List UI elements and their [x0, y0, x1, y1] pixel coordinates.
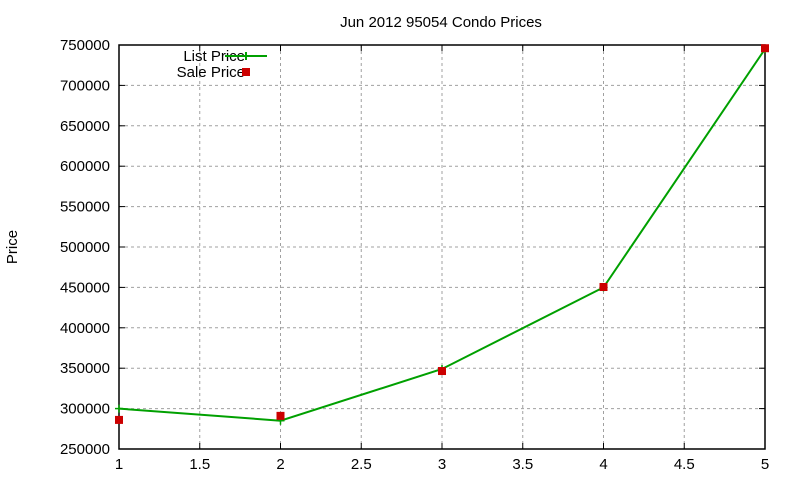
sale-price-marker-icon: [115, 415, 123, 424]
y-tick-label: 250000: [60, 441, 110, 458]
sale-price-marker-icon: [438, 367, 446, 376]
x-tick-label: 3.5: [512, 456, 533, 473]
grid: [119, 45, 765, 449]
y-tick-label: 400000: [60, 320, 110, 337]
x-tick-label: 2: [276, 456, 284, 473]
y-tick-label: 650000: [60, 118, 110, 135]
chart-title: Jun 2012 95054 Condo Prices: [340, 14, 542, 31]
y-tick-label: 750000: [60, 37, 110, 54]
plot-border: [118, 44, 766, 450]
legend-label-list-price: List Price: [183, 48, 245, 65]
axis-ticks: 1 1.5 2 2.5 3 3.5 4 4.5 5 250000 300000 350000 40000…: [60, 37, 769, 473]
y-tick-label: 450000: [60, 279, 110, 296]
legend-square-icon: [242, 68, 250, 76]
x-tick-label: 2.5: [351, 456, 372, 473]
y-axis-label: Price: [4, 230, 21, 264]
legend: List Price Sale Price: [177, 48, 267, 81]
y-tick-label: 550000: [60, 199, 110, 216]
y-tick-label: 600000: [60, 158, 110, 175]
y-tick-label: 350000: [60, 360, 110, 377]
sale-price-marker-icon: [276, 411, 285, 420]
y-tick-label: 300000: [60, 401, 110, 418]
sale-price-marker-icon: [761, 44, 769, 53]
series: [115, 44, 769, 425]
x-tick-label: 3: [438, 456, 446, 473]
sale-price-marker-icon: [599, 282, 608, 291]
x-tick-label: 4: [599, 456, 607, 473]
y-tick-label: 500000: [60, 239, 110, 256]
x-tick-label: 1: [115, 456, 123, 473]
legend-label-sale-price: Sale Price: [177, 64, 245, 81]
y-tick-label: 700000: [60, 77, 110, 94]
x-tick-label: 5: [761, 456, 769, 473]
x-tick-label: 4.5: [674, 456, 695, 473]
x-tick-label: 1.5: [189, 456, 210, 473]
